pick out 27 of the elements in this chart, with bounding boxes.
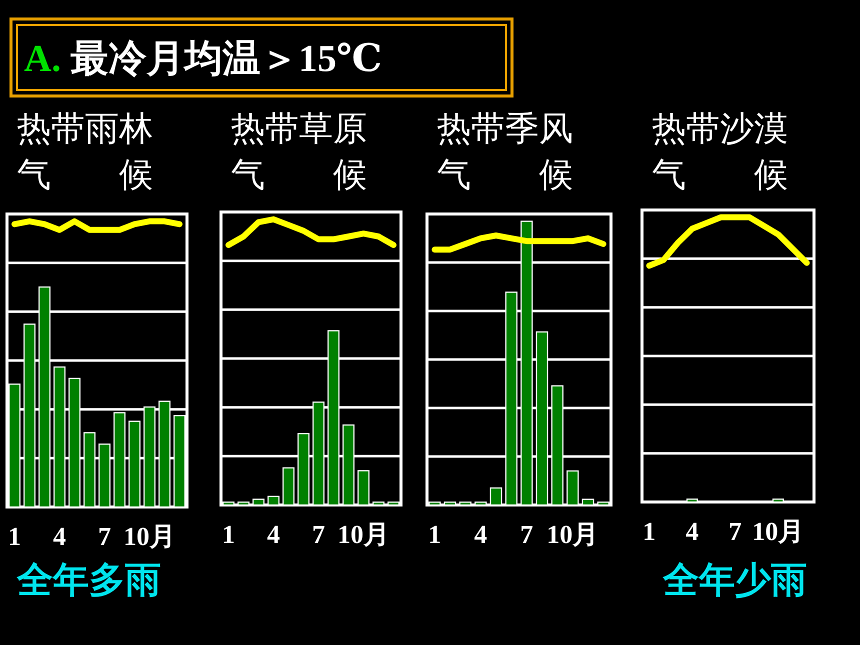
- x-tick-label: 7: [728, 517, 742, 546]
- text: 气候: [652, 156, 788, 194]
- x-tick-label: 7: [98, 522, 111, 551]
- x-tick-label: 10月: [124, 522, 176, 551]
- x-tick-label: 10月: [338, 520, 390, 549]
- x-tick-label: 7: [312, 520, 325, 549]
- x-tick-label: 4: [686, 517, 699, 546]
- chart-title: 热带季风: [437, 110, 573, 148]
- x-tick-label: 4: [267, 520, 280, 549]
- x-tick-label: 1: [428, 520, 442, 549]
- x-tick-label: 1: [8, 522, 21, 551]
- chart-title: 热带沙漠: [652, 110, 788, 148]
- x-tick-label: 1: [222, 520, 235, 549]
- chart-title: 热带雨林: [17, 110, 153, 148]
- chart-title: 热带草原: [231, 110, 367, 148]
- x-tick-label: 4: [474, 520, 488, 549]
- x-tick-label: 4: [53, 522, 66, 551]
- x-tick-label: 1: [642, 517, 656, 546]
- x-tick-label: 10月: [752, 517, 804, 546]
- text: 全年多雨: [16, 559, 161, 600]
- text: 全年少雨: [662, 559, 807, 600]
- text: 气候: [231, 156, 367, 194]
- x-tick-label: 7: [520, 520, 534, 549]
- text: 气候: [17, 156, 153, 194]
- text: A. 最冷月均温＞15℃: [24, 38, 382, 80]
- text: 气候: [437, 156, 573, 194]
- x-tick-label: 10月: [546, 520, 599, 549]
